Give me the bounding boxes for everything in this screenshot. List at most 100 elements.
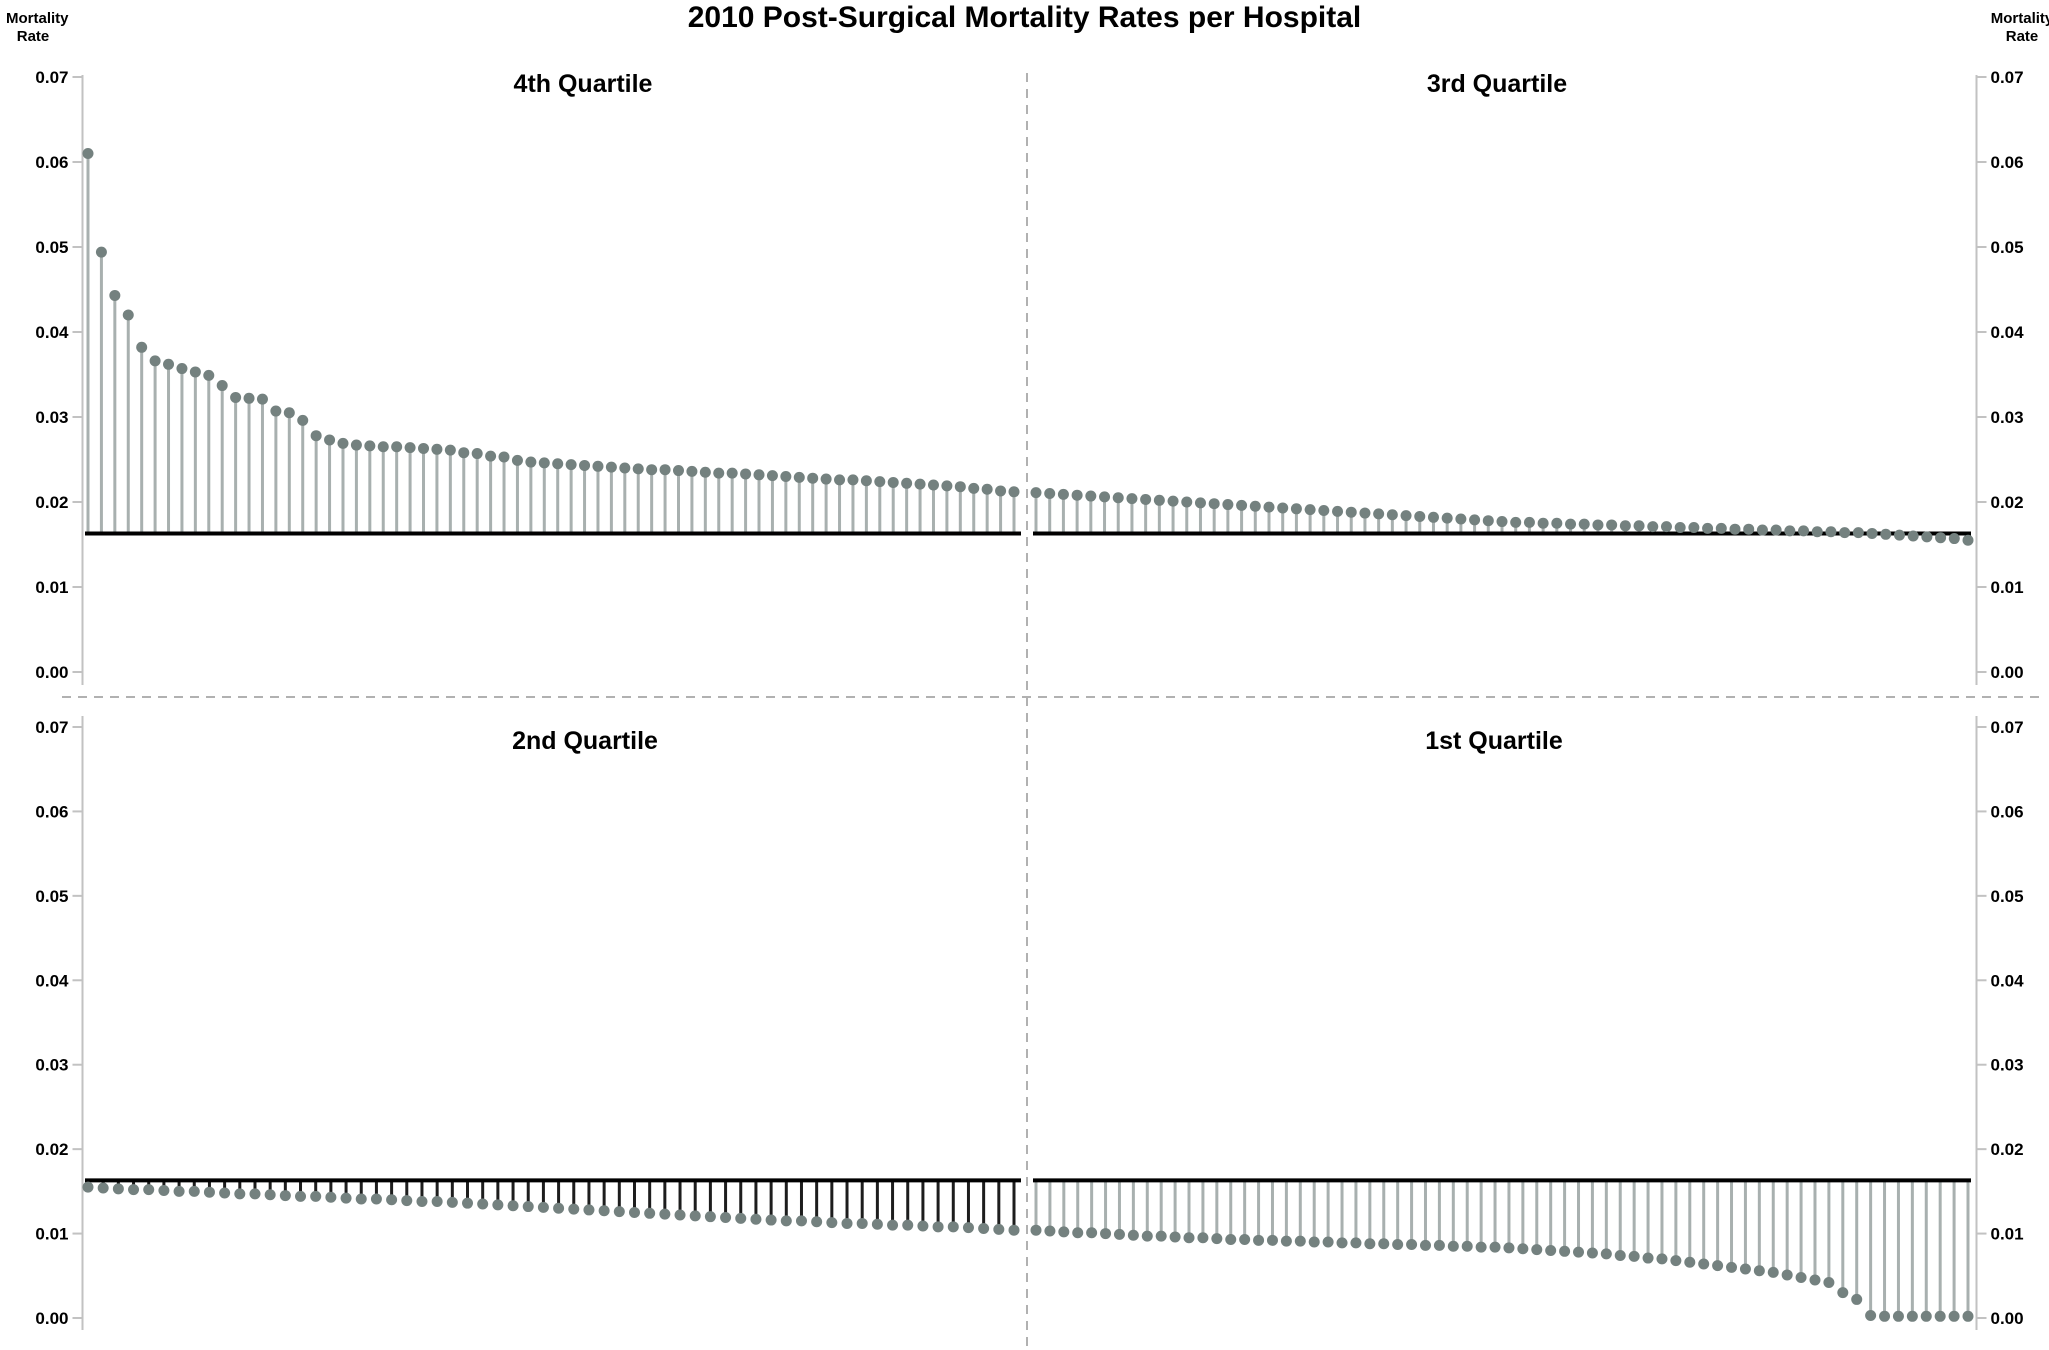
hospital-dot (418, 442, 430, 454)
y-tick-label-left: 0.03 (35, 408, 68, 427)
hospital-dot (579, 459, 591, 471)
hospital-dot (1183, 1232, 1195, 1244)
hospital-dot (1359, 507, 1371, 519)
y-tick-label-left: 0.02 (35, 1140, 68, 1159)
hospital-dot (538, 457, 550, 469)
hospital-dot (672, 465, 684, 477)
hospital-dot (750, 1213, 762, 1225)
y-tick-label-right: 0.06 (1991, 153, 2024, 172)
hospital-dot (1406, 1239, 1418, 1251)
hospital-dot (416, 1195, 428, 1207)
hospital-dot (1489, 1241, 1501, 1253)
hospital-dot (1578, 518, 1590, 530)
hospital-dot (1280, 1235, 1292, 1247)
hospital-dot (1222, 499, 1234, 511)
hospital-dot (1112, 492, 1124, 504)
hospital-dot (1008, 1224, 1020, 1236)
hospital-dot (325, 1191, 337, 1203)
hospital-dot (1414, 510, 1426, 522)
hospital-dot (203, 369, 215, 381)
y-tick-label-right: 0.01 (1991, 578, 2024, 597)
hospital-dot (1469, 514, 1481, 526)
hospital-dot (1072, 1227, 1084, 1239)
hospital-dot (1030, 487, 1042, 499)
hospital-dot (310, 1190, 322, 1202)
hospital-dot (1378, 1238, 1390, 1250)
hospital-dot (1099, 491, 1111, 503)
hospital-dot (646, 464, 658, 476)
y-tick-label-left: 0.04 (35, 323, 69, 342)
hospital-dot (1113, 1228, 1125, 1240)
hospital-dot (901, 477, 913, 489)
hospital-dot (619, 462, 631, 474)
hospital-dot (297, 414, 309, 426)
y-tick-label-left: 0.04 (35, 971, 69, 990)
hospital-dot (219, 1187, 231, 1199)
hospital-dot (1865, 1309, 1877, 1321)
hospital-dot (249, 1188, 261, 1200)
hospital-dot (1496, 516, 1508, 528)
hospital-dot (1712, 1260, 1724, 1272)
hospital-dot (753, 469, 765, 481)
hospital-dot (446, 1196, 458, 1208)
hospital-dot (1656, 1253, 1668, 1265)
hospital-dot (1784, 525, 1796, 537)
hospital-dot (1030, 1224, 1042, 1236)
hospital-dot (1350, 1237, 1362, 1249)
hospital-dot (887, 1219, 899, 1231)
hospital-dot (766, 470, 778, 482)
y-tick-label-right: 0.06 (1991, 802, 2024, 821)
hospital-dot (1551, 517, 1563, 529)
y-tick-label-right: 0.00 (1991, 1309, 2024, 1328)
hospital-dot (1308, 1236, 1320, 1248)
hospital-dot (264, 1189, 276, 1201)
panel-title-3rd-quartile: 3rd Quartile (1426, 70, 1568, 98)
hospital-dot (1197, 1232, 1209, 1244)
hospital-dot (1753, 1265, 1765, 1277)
hospital-dot (598, 1205, 610, 1217)
hospital-dot (1266, 1234, 1278, 1246)
hospital-dot (1743, 523, 1755, 535)
y-tick-label-right: 0.02 (1991, 493, 2024, 512)
hospital-dot (1127, 1229, 1139, 1241)
hospital-dot (592, 460, 604, 472)
hospital-dot (1715, 522, 1727, 534)
hospital-dot (1642, 1252, 1654, 1264)
hospital-dot (431, 1195, 443, 1207)
hospital-dot (1811, 526, 1823, 538)
hospital-dot (1482, 515, 1494, 527)
hospital-dot (628, 1206, 640, 1218)
hospital-dot (1239, 1233, 1251, 1245)
hospital-dot (644, 1207, 656, 1219)
hospital-dot (1880, 528, 1892, 540)
hospital-dot (340, 1192, 352, 1204)
hospital-dot (689, 1210, 701, 1222)
hospital-dot (847, 474, 859, 486)
hospital-dot (1008, 486, 1020, 498)
hospital-dot (507, 1200, 519, 1212)
hospital-dot (583, 1204, 595, 1216)
hospital-dot (1606, 519, 1618, 531)
hospital-dot (1934, 1310, 1946, 1322)
hospital-dot (498, 451, 510, 463)
hospital-dot (163, 358, 175, 370)
hospital-dot (811, 1216, 823, 1228)
hospital-dot (1866, 527, 1878, 539)
y-tick-label-right: 0.02 (1991, 1140, 2024, 1159)
hospital-dot (1211, 1233, 1223, 1245)
y-tick-label-left: 0.06 (35, 153, 68, 172)
hospital-dot (1537, 517, 1549, 529)
hospital-dot (337, 437, 349, 449)
hospital-dot (1419, 1239, 1431, 1251)
hospital-dot (511, 454, 523, 466)
hospital-dot (1322, 1236, 1334, 1248)
hospital-dot (902, 1219, 914, 1231)
hospital-dot (188, 1185, 200, 1197)
hospital-dot (1837, 1287, 1849, 1299)
hospital-dot (1739, 1263, 1751, 1275)
y-tick-label-right: 0.07 (1991, 68, 2024, 87)
hospital-dot (713, 467, 725, 479)
hospital-dot (1364, 1238, 1376, 1250)
hospital-dot (834, 474, 846, 486)
hospital-dot (1879, 1310, 1891, 1322)
